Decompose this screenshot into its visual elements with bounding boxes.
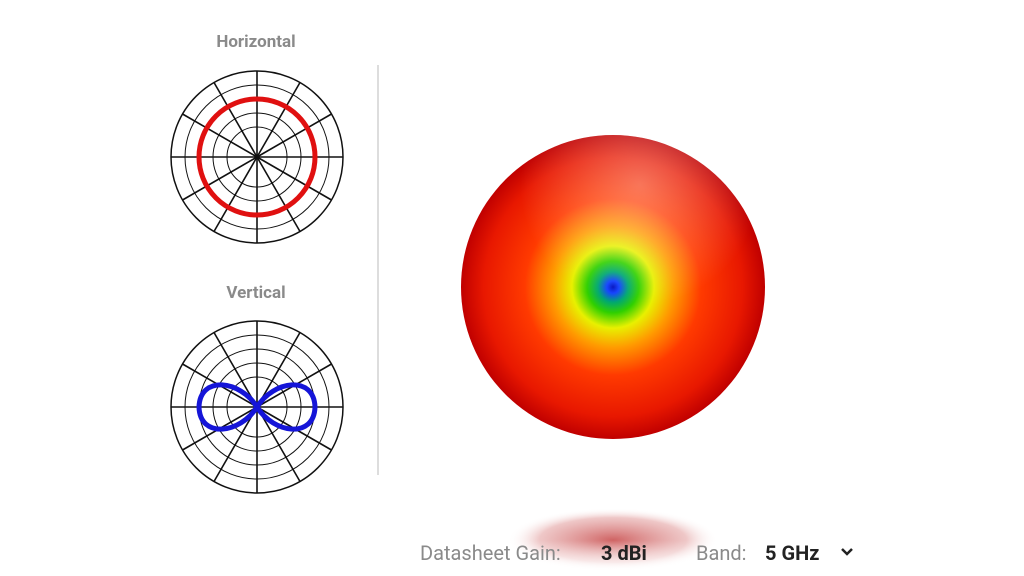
band-value[interactable]: 5 GHz bbox=[765, 541, 819, 565]
polar-spoke bbox=[256, 82, 301, 158]
vertical-title: Vertical bbox=[226, 283, 285, 303]
horizontal-polar-plot bbox=[170, 70, 344, 244]
polar-spoke bbox=[182, 113, 258, 158]
reflection-fade bbox=[500, 505, 730, 576]
polar-spoke bbox=[213, 82, 258, 158]
gain-label: Datasheet Gain: bbox=[420, 541, 561, 565]
polar-spoke bbox=[213, 332, 258, 408]
polar-spoke bbox=[213, 156, 258, 232]
polar-spoke bbox=[256, 332, 301, 408]
polar-spoke bbox=[182, 156, 258, 201]
polar-spoke bbox=[256, 113, 332, 158]
sphere-highlight bbox=[461, 135, 765, 439]
polar-spoke bbox=[213, 406, 258, 482]
dropdown-chevron[interactable] bbox=[841, 548, 853, 556]
gain-value: 3 dBi bbox=[601, 541, 647, 565]
band-label: Band: bbox=[696, 541, 747, 565]
polar-spoke bbox=[256, 406, 301, 482]
horizontal-pattern bbox=[196, 96, 318, 218]
horizontal-title: Horizontal bbox=[216, 32, 295, 52]
polar-spoke bbox=[256, 156, 332, 201]
band-dropdown[interactable]: 5 GHz bbox=[765, 541, 853, 565]
polar-spoke bbox=[256, 156, 301, 232]
vertical-pattern bbox=[196, 382, 318, 432]
